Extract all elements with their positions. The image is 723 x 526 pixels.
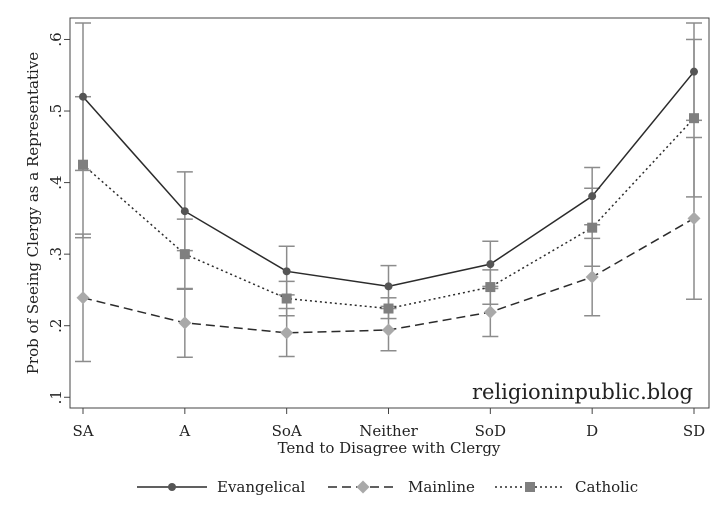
legend-marker-evangelical [168, 483, 176, 491]
data-point-catholic [281, 293, 292, 304]
data-point-mainline [178, 316, 192, 330]
x-tick-label: SD [683, 422, 705, 440]
x-axis: SA A SoA Neither SoD D SD [72, 408, 705, 440]
y-axis-title: Prob of Seeing Clergy as a Representativ… [24, 52, 42, 374]
x-tick-label: A [178, 422, 190, 440]
series-markers [76, 67, 701, 340]
data-point-evangelical [486, 260, 495, 269]
y-tick-label: .3 [47, 247, 65, 261]
legend-label-mainline: Mainline [408, 478, 475, 496]
data-point-evangelical [384, 282, 393, 291]
data-point-evangelical [79, 92, 87, 101]
data-point-mainline [280, 326, 294, 340]
data-point-catholic [485, 282, 496, 293]
data-point-mainline [382, 323, 395, 337]
y-tick-label: .1 [47, 390, 65, 404]
data-point-mainline [483, 305, 497, 319]
x-tick-label: SA [72, 422, 93, 440]
data-point-catholic [587, 222, 598, 233]
data-point-catholic [383, 303, 394, 314]
legend-label-evangelical: Evangelical [217, 478, 305, 496]
legend-label-catholic: Catholic [575, 478, 638, 496]
y-tick-label: .5 [47, 104, 65, 118]
plot-area [69, 17, 710, 409]
x-axis-title: Tend to Disagree with Clergy [278, 439, 501, 457]
data-point-evangelical [180, 207, 189, 216]
y-tick-label: .4 [47, 175, 65, 189]
watermark: religioninpublic.blog [472, 380, 693, 404]
x-tick-label: SoD [475, 422, 506, 440]
data-point-mainline [687, 211, 701, 225]
data-point-evangelical [282, 267, 291, 276]
data-point-catholic [78, 159, 88, 170]
data-point-mainline [76, 291, 90, 305]
data-point-mainline [585, 270, 599, 284]
data-point-catholic [179, 249, 190, 260]
data-point-evangelical [588, 192, 597, 201]
x-tick-label: Neither [359, 422, 418, 440]
data-point-evangelical [690, 67, 698, 76]
y-tick-label: .6 [47, 32, 65, 46]
x-tick-label: D [586, 422, 598, 440]
legend-marker-catholic [525, 482, 535, 492]
legend: Evangelical Mainline Catholic [137, 478, 638, 496]
data-point-catholic [689, 113, 699, 124]
x-tick-label: SoA [272, 422, 302, 440]
legend-marker-mainline [356, 480, 370, 494]
y-tick-label: .2 [47, 319, 65, 333]
y-axis: .1 .2 .3 .4 .5 .6 [47, 32, 70, 404]
